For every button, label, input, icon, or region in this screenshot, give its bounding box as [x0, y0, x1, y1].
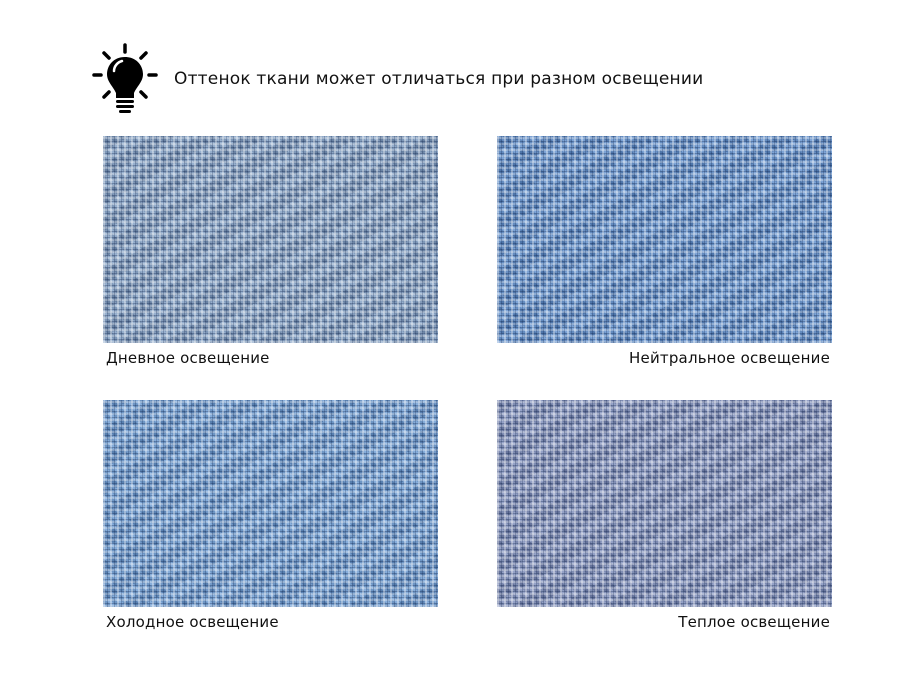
lightbulb-icon: [92, 43, 158, 115]
lighting-notice: Оттенок ткани может отличаться при разно…: [174, 69, 704, 89]
fabric-swatch-cold: [103, 400, 438, 607]
swatch-label-warm: Теплое освещение: [678, 613, 830, 631]
fabric-swatch-warm: [497, 400, 832, 607]
fabric-swatch-neutral: [497, 136, 832, 343]
swatch-label-daylight: Дневное освещение: [106, 349, 270, 367]
fabric-swatch-daylight: [103, 136, 438, 343]
swatch-label-cold: Холодное освещение: [106, 613, 279, 631]
swatch-label-neutral: Нейтральное освещение: [629, 349, 830, 367]
